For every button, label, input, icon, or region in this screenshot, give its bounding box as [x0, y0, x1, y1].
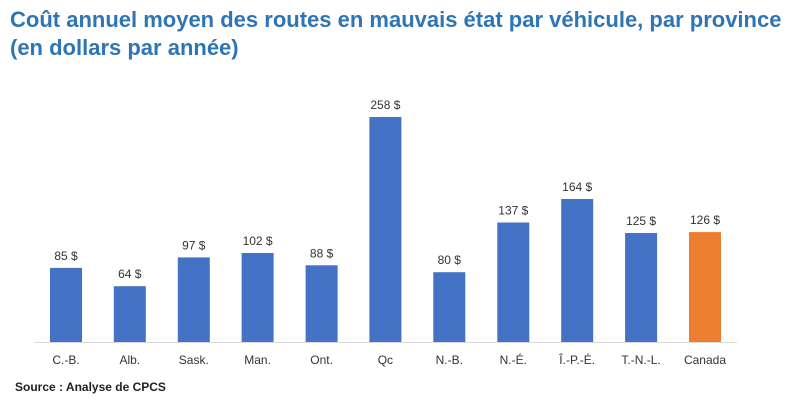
data-label: 125 $ [626, 214, 656, 228]
source-note: Source : Analyse de CPCS [15, 380, 166, 394]
bar [433, 272, 466, 342]
data-label: 85 $ [54, 249, 78, 263]
data-label: 64 $ [118, 267, 142, 281]
data-label: 102 $ [243, 234, 273, 248]
bar [625, 233, 658, 342]
x-tick-label: T.-N.-L. [621, 353, 660, 367]
data-labels-group: 85 $ 64 $ 97 $ 102 $ 88 $ 258 $ 80 $ 137 $ 164 $… [54, 98, 720, 281]
bar [113, 286, 146, 342]
x-tick-label: Man. [244, 353, 271, 367]
x-tick-labels-group: C.-B. Alb. Sask. Man. Ont. Qc N.-B. N.-É. Î.-P.-… [52, 352, 726, 367]
bar [689, 232, 721, 342]
data-label: 137 $ [498, 204, 528, 218]
x-tick-label: Î.-P.-É. [558, 352, 595, 367]
data-label: 88 $ [310, 246, 334, 260]
x-tick-label: N.-B. [436, 353, 463, 367]
data-label: 258 $ [370, 98, 400, 112]
x-tick-label: Alb. [119, 353, 140, 367]
bar [177, 257, 210, 342]
data-label: 164 $ [562, 180, 592, 194]
x-tick-label: N.-É. [500, 352, 527, 367]
bars-group [50, 117, 721, 342]
bar [497, 222, 530, 342]
x-tick-label: Sask. [179, 353, 209, 367]
bar [241, 253, 274, 342]
bar [561, 199, 594, 342]
bar [305, 265, 338, 342]
data-label: 97 $ [182, 238, 206, 252]
data-label: 126 $ [690, 213, 720, 227]
chart-title: Coût annuel moyen des routes en mauvais … [10, 7, 782, 60]
x-tick-label: C.-B. [52, 353, 79, 367]
data-label: 80 $ [438, 253, 462, 267]
bar [50, 267, 82, 342]
x-tick-label: Qc [378, 353, 393, 367]
x-tick-label: Ont. [310, 353, 333, 367]
x-tick-label: Canada [684, 353, 726, 367]
bar [369, 117, 402, 342]
